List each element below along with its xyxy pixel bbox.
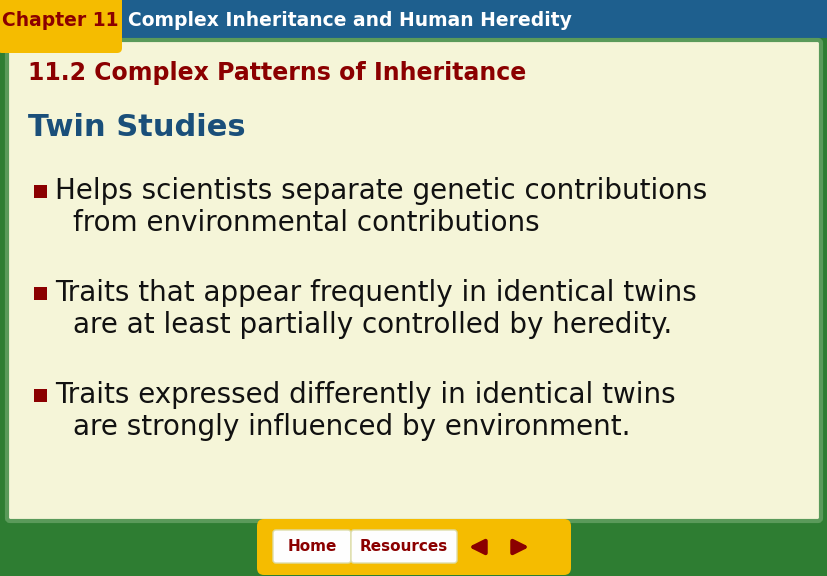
FancyBboxPatch shape [0, 0, 122, 53]
Text: Chapter 11: Chapter 11 [2, 12, 118, 31]
Text: Twin Studies: Twin Studies [28, 113, 246, 142]
Text: Home: Home [287, 539, 337, 554]
Text: are at least partially controlled by heredity.: are at least partially controlled by her… [73, 311, 672, 339]
Text: from environmental contributions: from environmental contributions [73, 209, 539, 237]
FancyBboxPatch shape [7, 40, 820, 521]
FancyBboxPatch shape [256, 519, 571, 575]
Bar [34, 185, 47, 198]
Text: Helps scientists separate genetic contributions: Helps scientists separate genetic contri… [55, 177, 706, 205]
FancyBboxPatch shape [351, 530, 457, 563]
Bar [0, 0, 827, 38]
Text: Traits that appear frequently in identical twins: Traits that appear frequently in identic… [55, 279, 696, 307]
Text: are strongly influenced by environment.: are strongly influenced by environment. [73, 413, 629, 441]
FancyBboxPatch shape [4, 37, 823, 524]
FancyBboxPatch shape [273, 530, 351, 563]
Bar [34, 389, 47, 402]
Bar [34, 287, 47, 300]
Text: Traits expressed differently in identical twins: Traits expressed differently in identica… [55, 381, 675, 409]
Text: 11.2 Complex Patterns of Inheritance: 11.2 Complex Patterns of Inheritance [28, 61, 526, 85]
Text: Complex Inheritance and Human Heredity: Complex Inheritance and Human Heredity [128, 12, 571, 31]
Text: Resources: Resources [360, 539, 447, 554]
